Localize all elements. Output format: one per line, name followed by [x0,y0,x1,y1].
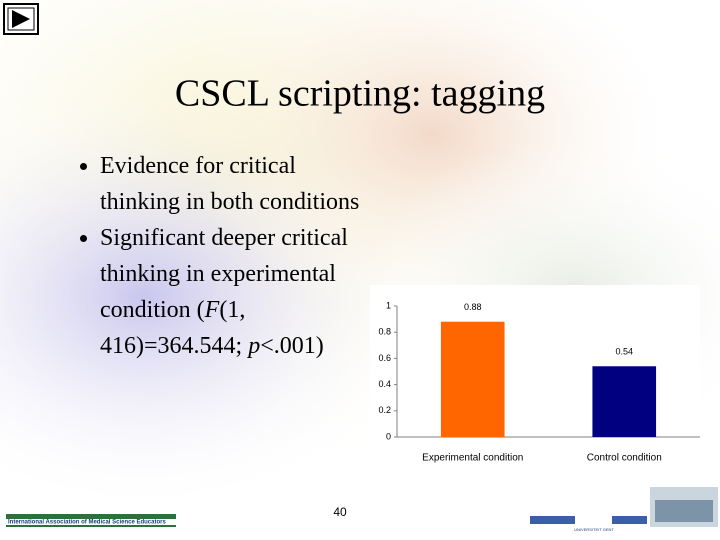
y-tick-label: 0.4 [378,379,391,389]
y-tick-label: 0 [386,431,391,441]
bullet-text: p [248,333,261,359]
photo-detail [655,500,713,522]
value-label: 0.88 [464,302,482,312]
university-name: UNIVERSITEIT GENT [574,527,614,532]
bullet-text: <.001) [260,333,324,359]
org-bar [6,514,176,519]
bar [440,321,505,437]
value-label: 0.54 [615,347,633,357]
bullet: Evidence for critical thinking in both c… [100,148,372,220]
play-button[interactable] [3,3,39,35]
y-tick-label: 0.8 [378,327,391,337]
bullet-text: Significant deeper critical thinking in … [100,225,348,323]
bar [592,366,657,437]
org-bar [6,525,176,527]
x-tick-label: Control condition [587,453,662,464]
slide-title: CSCL scripting: tagging [175,73,545,115]
bullet-list: Evidence for critical thinking in both c… [78,148,372,364]
chart: 0 0.2 0.4 0.6 0.8 1 Experimental condition 0.88… [378,300,700,464]
bullet-text: (1, 416)=364.544; [100,297,249,359]
logo-bar [530,516,575,524]
logo-bar [612,516,647,524]
bullet: Significant deeper critical thinking in … [100,220,372,364]
y-tick-label: 1 [386,300,391,310]
page-number: 40 [333,505,347,519]
bullet-text: F [204,297,220,323]
bullet-text: Evidence for critical thinking in both c… [100,153,360,215]
y-tick-label: 0.2 [378,405,391,415]
y-tick-label: 0.6 [378,353,391,363]
x-tick-label: Experimental condition [422,453,523,464]
org-name: International Association of Medical Sci… [8,520,166,526]
